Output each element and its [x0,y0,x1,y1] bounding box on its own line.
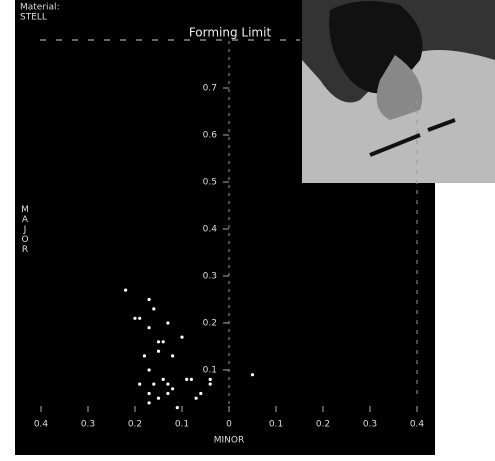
y-tick-label: 0.1 [203,366,217,376]
y-axis-label: MAJOR [20,205,30,255]
x-tick-label: 0.2 [316,420,330,430]
data-point [195,397,198,400]
y-tick-label: 0.4 [203,225,218,235]
x-tick-label: 0.2 [128,420,142,430]
data-point [190,378,193,381]
data-point [166,392,169,395]
data-point [148,368,151,371]
x-tick-label: 0.4 [34,420,49,430]
y-tick-label: 0.3 [203,272,217,282]
data-point [209,378,212,381]
data-point [166,383,169,386]
data-point [152,307,155,310]
x-tick-label: 0 [226,420,232,430]
data-point [157,350,160,353]
x-axis-label: MINOR [214,436,245,446]
data-point [166,321,169,324]
data-point [138,383,141,386]
x-tick-label: 0.1 [175,420,189,430]
data-point [199,392,202,395]
data-point [143,354,146,357]
data-point [157,340,160,343]
y-tick-label: 0.7 [203,84,217,94]
x-tick-label: 0.4 [410,420,425,430]
data-point [171,387,174,390]
data-point [209,383,212,386]
data-point [138,317,141,320]
x-tick-label: 0.1 [269,420,283,430]
y-tick-label: 0.6 [203,131,218,141]
material: STELL [20,13,47,23]
data-point [180,336,183,339]
data-point [133,317,136,320]
data-point [162,378,165,381]
data-point [157,397,160,400]
chart: Forming Limit Material: STELL MAJOR MINO… [0,0,495,461]
data-point [185,378,188,381]
data-point [251,373,254,376]
material-label: Material: [20,3,60,13]
data-point [124,289,127,292]
data-point [152,383,155,386]
x-tick-label: 0.3 [81,420,95,430]
x-tick-label: 0.3 [363,420,377,430]
y-tick-label: 0.2 [203,319,217,329]
data-point [148,326,151,329]
page: Forming Limit Material: STELL MAJOR MINO… [0,0,495,461]
data-point [171,354,174,357]
data-point [148,401,151,404]
data-point [148,392,151,395]
inset-photo [302,0,495,183]
y-tick-label: 0.5 [203,178,217,188]
data-point [148,298,151,301]
data-point [176,406,179,409]
data-point [162,340,165,343]
chart-title: Forming Limit [189,26,272,40]
